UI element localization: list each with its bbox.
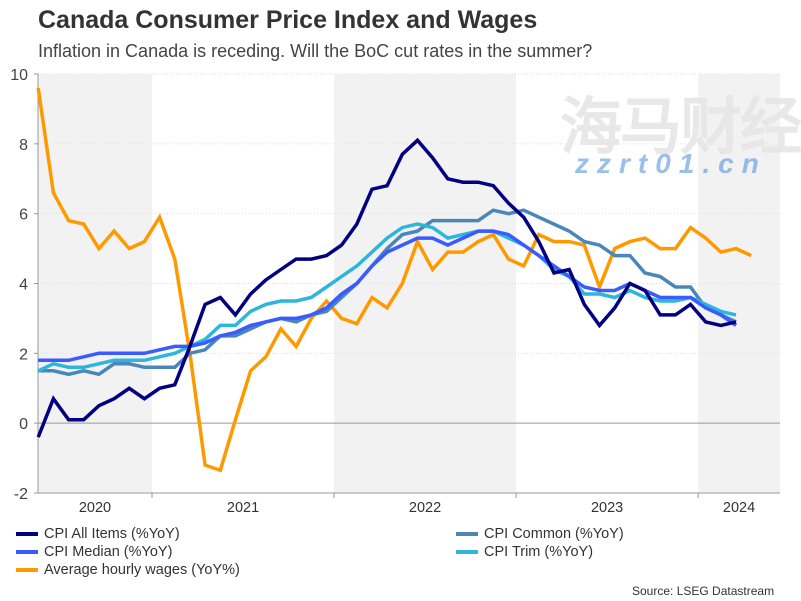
source-note: Source: LSEG Datastream (632, 584, 775, 598)
series-line-cpi-all-items-yoy (36, 137, 737, 438)
legend-label: CPI Median (%YoY) (44, 544, 173, 560)
legend-swatch (16, 568, 38, 572)
x-tick-label: 2022 (409, 500, 441, 516)
y-tick-label: 8 (19, 137, 28, 154)
x-tick-label: 2020 (79, 500, 111, 516)
legend-label: CPI Common (%YoY) (484, 526, 624, 542)
chart-title: Canada Consumer Price Index and Wages (38, 6, 538, 34)
legend-item-cpi-trim[interactable]: CPI Trim (%YoY) (456, 544, 593, 560)
legend-item-cpi-all-items[interactable]: CPI All Items (%YoY) (16, 526, 180, 542)
watermark-logo: 海马财经 (560, 93, 801, 162)
legend-item-cpi-median[interactable]: CPI Median (%YoY) (16, 544, 172, 560)
y-tick-label: 10 (10, 67, 28, 84)
watermark-url: zzrt01.cn (575, 148, 767, 179)
x-tick-label: 2023 (591, 500, 623, 516)
legend-swatch (16, 532, 38, 536)
chart-subtitle: Inflation in Canada is receding. Will th… (38, 41, 593, 61)
y-tick-label: 2 (19, 346, 28, 363)
legend-swatch (456, 550, 478, 554)
legend-label: CPI Trim (%YoY) (484, 544, 594, 560)
series-line-cpi-common-yoy (38, 208, 737, 377)
legend-swatch (456, 532, 478, 536)
y-tick-label: 0 (19, 416, 28, 433)
series-line-average-hourly-wages-yoy (36, 87, 752, 473)
legend-label: CPI All Items (%YoY) (44, 526, 180, 542)
legend-item-average-hourly-wages[interactable]: Average hourly wages (YoY%) (16, 562, 240, 578)
series-line-cpi-trim-yoy (37, 222, 737, 373)
legend-swatch (16, 550, 38, 554)
x-tick-label: 2021 (227, 500, 259, 516)
y-tick-label: 6 (19, 207, 28, 224)
y-tick-label: 4 (19, 277, 28, 294)
legend-item-cpi-common[interactable]: CPI Common (%YoY) (456, 526, 624, 542)
y-tick-label: -2 (14, 486, 28, 503)
legend-label: Average hourly wages (YoY%) (44, 562, 240, 578)
x-tick-label: 2024 (723, 500, 755, 516)
series-line-cpi-median-yoy (38, 229, 737, 363)
